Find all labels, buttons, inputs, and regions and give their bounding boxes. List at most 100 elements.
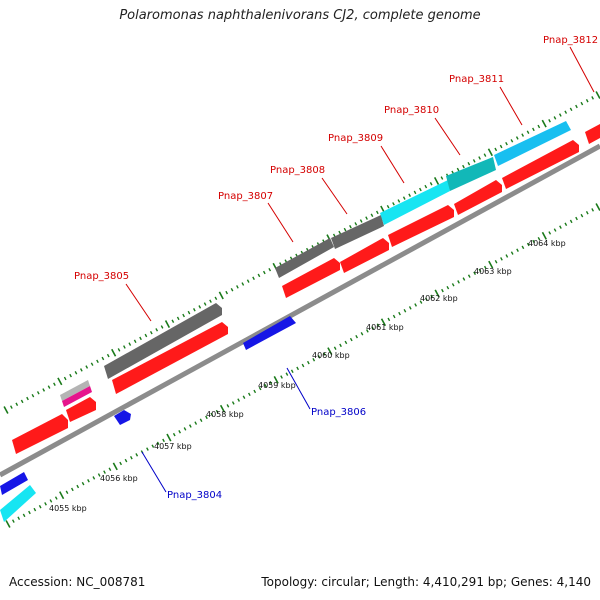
gene-label[interactable]: Pnap_3804 [167,490,222,501]
gene-red-d[interactable] [282,258,340,298]
minor-tick [575,216,578,221]
minor-tick [559,225,562,229]
gene-teal-3810[interactable] [446,157,496,191]
kbp-label: 4064 kbp [528,239,566,248]
major-tick [434,289,440,298]
minor-tick [402,196,406,200]
gene-label[interactable]: Pnap_3810 [384,105,439,116]
gene-cyan-left[interactable] [0,485,36,522]
gene-label[interactable]: Pnap_3807 [218,191,273,202]
gene-blue-3804[interactable] [114,410,131,425]
gene-label[interactable]: Pnap_3809 [328,133,383,144]
callout-line [321,177,348,215]
callout-line [267,202,294,243]
minor-tick [198,305,202,309]
minor-tick [323,352,326,356]
minor-tick [371,326,375,330]
minor-tick [564,110,568,114]
minor-tick [473,271,477,276]
gene-label[interactable]: Pnap_3806 [311,407,366,418]
gene-gray-3808[interactable] [331,215,384,249]
minor-tick [569,219,573,224]
gene-sky-3811[interactable] [494,121,571,166]
minor-tick [526,130,530,134]
gene-red-g[interactable] [454,180,502,215]
minor-tick [85,365,89,369]
minor-tick [156,441,160,446]
gene-light-gray[interactable] [60,380,90,401]
minor-tick [375,210,379,215]
minor-tick [31,393,35,398]
minor-tick [467,274,471,278]
major-tick [5,520,11,528]
minor-tick [499,144,503,149]
major-tick [219,404,226,413]
minor-tick [194,421,198,425]
major-tick [57,377,63,386]
gene-label[interactable]: Pnap_3808 [270,165,325,176]
minor-tick [171,319,175,323]
minor-tick [149,330,153,335]
gene-red-h[interactable] [502,140,579,189]
minor-tick [11,519,15,523]
minor-tick [264,383,267,388]
major-tick [433,177,440,185]
gene-label[interactable]: Pnap_3805 [74,271,129,282]
minor-tick [386,204,390,209]
callout-line [380,145,405,184]
major-tick [166,433,172,442]
minor-tick [532,127,535,132]
minor-tick [247,392,251,397]
minor-tick [65,490,69,495]
callout-line [569,46,595,93]
gene-red-c[interactable] [112,322,228,394]
minor-tick [215,409,219,414]
minor-tick [241,282,245,286]
minor-tick [456,167,460,172]
gene-red-f[interactable] [388,205,454,247]
major-tick [164,320,171,328]
inner-tick-row [5,203,600,528]
gene-red-a[interactable] [12,414,68,454]
minor-tick [79,368,83,372]
gene-label[interactable]: Pnap_3811 [449,74,504,85]
minor-tick [510,139,514,143]
minor-tick [69,373,72,378]
minor-tick [74,371,78,375]
callout-lines-lower [141,367,311,493]
minor-tick [564,222,568,227]
gene-red-i[interactable] [585,124,600,144]
gene-gray-3805[interactable] [104,303,222,379]
kbp-label: 4055 kbp [49,504,87,513]
minor-tick [419,187,422,192]
minor-tick [424,184,428,189]
minor-tick [441,288,444,293]
minor-tick [54,496,58,500]
gene-cyan-3809[interactable] [380,180,450,225]
gene-magenta[interactable] [62,386,92,407]
gene-labels-lower: Pnap_3804 Pnap_3806 [167,407,366,501]
gene-red-e[interactable] [340,238,389,273]
gene-gray-3807[interactable] [275,238,334,278]
minor-tick [580,101,584,106]
minor-tick [317,355,321,359]
minor-tick [144,333,148,338]
major-tick [327,347,333,355]
gene-blue-3806[interactable] [243,316,296,350]
callout-line [434,117,461,156]
minor-tick [446,285,450,290]
minor-tick [515,136,519,140]
kbp-label: 4057 kbp [154,442,192,451]
gene-label[interactable]: Pnap_3812 [543,35,598,46]
minor-tick [365,216,368,220]
minor-tick [36,391,40,395]
gene-red-b[interactable] [66,397,96,422]
gene-row-upper-2 [12,124,600,454]
callout-line [125,283,152,322]
minor-tick [124,458,128,463]
gene-blue-left[interactable] [0,472,28,495]
minor-tick [419,300,423,304]
minor-tick [349,224,352,229]
minor-tick [424,297,428,301]
minor-tick [162,438,165,443]
